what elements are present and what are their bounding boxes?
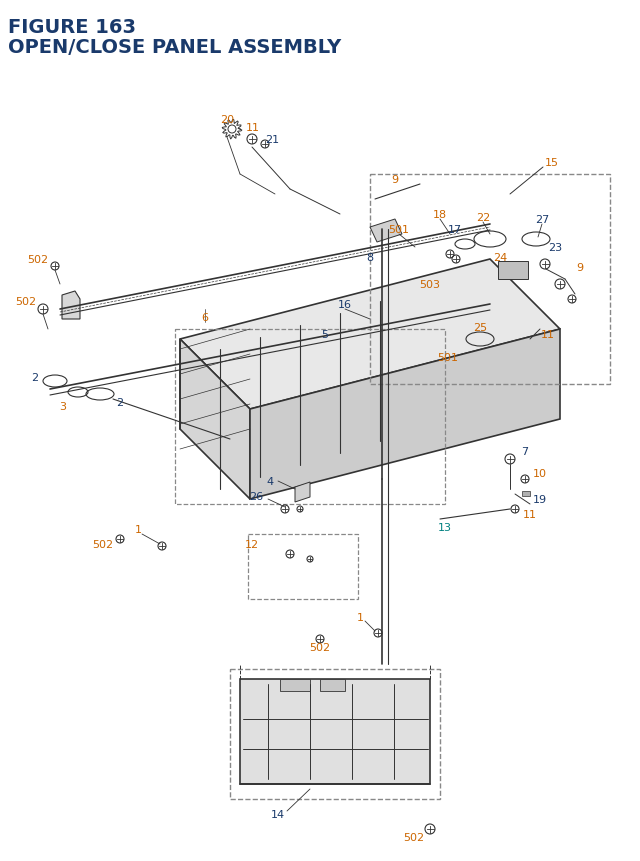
Polygon shape xyxy=(180,260,560,410)
Bar xyxy=(370,175,610,385)
Text: 503: 503 xyxy=(419,280,440,289)
Text: 7: 7 xyxy=(522,447,529,456)
Bar xyxy=(230,669,440,799)
Text: 9: 9 xyxy=(577,263,584,273)
Text: OPEN/CLOSE PANEL ASSEMBLY: OPEN/CLOSE PANEL ASSEMBLY xyxy=(8,38,341,57)
Text: 13: 13 xyxy=(438,523,452,532)
Text: FIGURE 163: FIGURE 163 xyxy=(8,18,136,37)
Text: 501: 501 xyxy=(388,225,410,235)
Text: 8: 8 xyxy=(367,253,374,263)
Text: 9: 9 xyxy=(392,175,399,185)
Text: 27: 27 xyxy=(535,214,549,225)
Text: 11: 11 xyxy=(523,510,537,519)
Text: 25: 25 xyxy=(473,323,487,332)
Bar xyxy=(320,679,345,691)
Text: 1: 1 xyxy=(356,612,364,623)
Polygon shape xyxy=(62,292,80,319)
Text: 2: 2 xyxy=(116,398,124,407)
Text: 3: 3 xyxy=(60,401,67,412)
Polygon shape xyxy=(180,339,250,499)
Text: 23: 23 xyxy=(548,243,562,253)
Text: 502: 502 xyxy=(92,539,113,549)
Text: 26: 26 xyxy=(249,492,263,501)
Text: 502: 502 xyxy=(403,832,424,842)
Text: 502: 502 xyxy=(309,642,331,653)
Text: 17: 17 xyxy=(448,225,462,235)
Text: 5: 5 xyxy=(321,330,328,339)
Text: 4: 4 xyxy=(266,476,273,486)
Text: 22: 22 xyxy=(476,213,490,223)
Bar xyxy=(522,492,530,497)
Text: 501: 501 xyxy=(438,353,458,362)
Text: 12: 12 xyxy=(245,539,259,549)
Text: 6: 6 xyxy=(202,313,209,323)
Text: 502: 502 xyxy=(28,255,49,264)
Text: 18: 18 xyxy=(433,210,447,220)
Polygon shape xyxy=(240,679,430,784)
Bar xyxy=(498,262,528,280)
Text: 21: 21 xyxy=(265,135,279,145)
Bar xyxy=(248,535,358,599)
Text: 11: 11 xyxy=(541,330,555,339)
Text: 1: 1 xyxy=(134,524,141,535)
Text: 10: 10 xyxy=(533,468,547,479)
Text: 19: 19 xyxy=(533,494,547,505)
Text: 20: 20 xyxy=(220,115,234,125)
Text: 14: 14 xyxy=(271,809,285,819)
Polygon shape xyxy=(370,220,402,243)
Text: 16: 16 xyxy=(338,300,352,310)
Text: 24: 24 xyxy=(493,253,507,263)
Text: 15: 15 xyxy=(545,158,559,168)
Bar xyxy=(175,330,445,505)
Text: 11: 11 xyxy=(246,123,260,133)
Bar xyxy=(280,679,310,691)
Text: 2: 2 xyxy=(31,373,38,382)
Text: 502: 502 xyxy=(15,297,36,307)
Polygon shape xyxy=(295,482,310,503)
Polygon shape xyxy=(250,330,560,499)
